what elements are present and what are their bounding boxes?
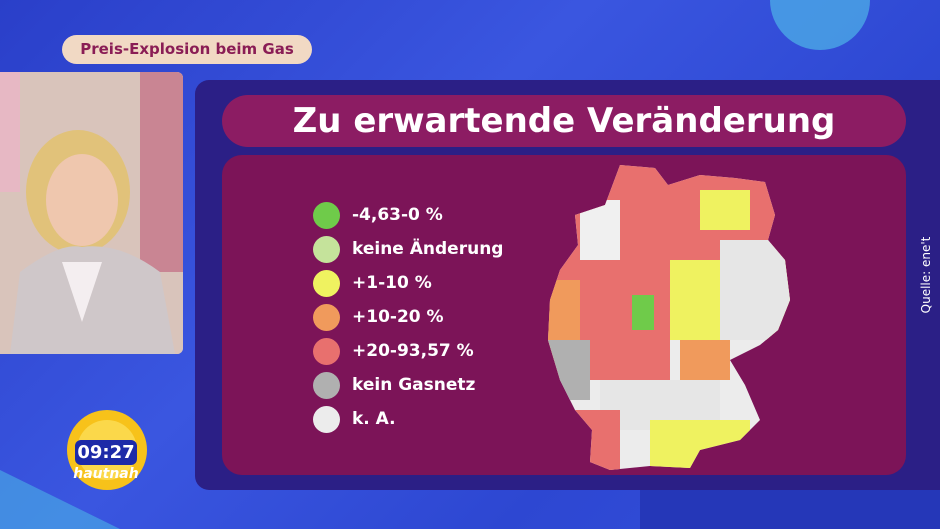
clock-time: 09:27	[75, 440, 137, 465]
legend-item: +1-10 %	[313, 266, 503, 300]
legend-swatch	[313, 303, 340, 331]
source-note: Quelle: ene't	[919, 236, 933, 314]
legend-item: k. A.	[313, 402, 503, 436]
graphic-title: Zu erwartende Veränderung	[222, 95, 906, 147]
legend-label: kein Gasnetz	[352, 375, 476, 395]
presenter-video	[0, 72, 183, 354]
legend-label: +1-10 %	[352, 273, 432, 293]
topic-badge: Preis-Explosion beim Gas	[62, 35, 312, 64]
legend-label: -4,63-0 %	[352, 205, 443, 225]
legend: -4,63-0 % keine Änderung +1-10 % +10-20 % +2…	[313, 198, 503, 436]
legend-swatch	[313, 269, 340, 297]
presenter	[0, 72, 183, 354]
legend-item: +10-20 %	[313, 300, 503, 334]
legend-label: +10-20 %	[352, 307, 444, 327]
legend-swatch	[313, 235, 340, 263]
legend-swatch	[313, 371, 340, 399]
legend-swatch	[313, 405, 340, 433]
legend-swatch	[313, 201, 340, 229]
legend-label: k. A.	[352, 409, 396, 429]
legend-label: +20-93,57 %	[352, 341, 474, 361]
legend-label: keine Änderung	[352, 239, 504, 259]
legend-item: +20-93,57 %	[313, 334, 503, 368]
legend-swatch	[313, 337, 340, 365]
legend-item: keine Änderung	[313, 232, 503, 266]
legend-item: -4,63-0 %	[313, 198, 503, 232]
show-logo: hautnah	[73, 466, 139, 482]
legend-item: kein Gasnetz	[313, 368, 503, 402]
